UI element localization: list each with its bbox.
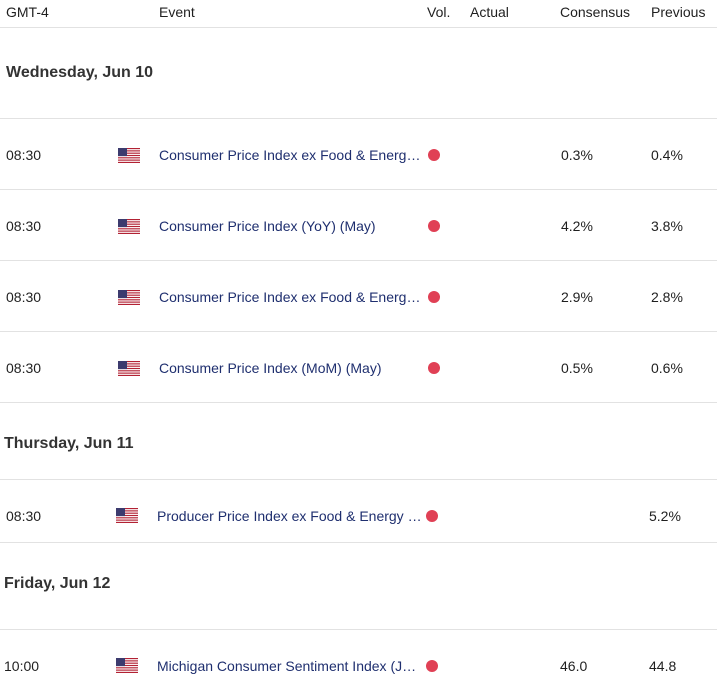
divider: [0, 402, 717, 403]
calendar-header: GMT-4 Event Vol. Actual Consensus Previo…: [0, 0, 717, 28]
previous-value: 0.6%: [651, 360, 683, 376]
consensus-value: 2.9%: [561, 289, 593, 305]
us-flag-icon: [118, 219, 140, 234]
consensus-value: 46.0: [560, 658, 588, 674]
header-consensus: Consensus: [560, 4, 631, 20]
event-name-link[interactable]: Consumer Price Index ex Food & Energy (Y…: [159, 147, 424, 163]
divider: [0, 479, 717, 480]
high-volatility-icon: [428, 291, 440, 303]
header-volatility: Vol.: [427, 4, 451, 20]
previous-value: 3.8%: [651, 218, 683, 234]
high-volatility-icon: [426, 510, 438, 522]
table-row[interactable]: 08:30 Consumer Price Index ex Food & Ene…: [0, 261, 717, 332]
us-flag-icon: [118, 290, 140, 305]
table-row[interactable]: 08:30 Producer Price Index ex Food & Ene…: [0, 480, 717, 551]
consensus-value: 4.2%: [561, 218, 593, 234]
event-time: 10:00: [4, 658, 40, 674]
event-time: 08:30: [6, 218, 42, 234]
header-timezone: GMT-4: [6, 4, 49, 20]
event-name-link[interactable]: Producer Price Index ex Food & Energy (Y…: [157, 508, 422, 524]
previous-value: 44.8: [649, 658, 677, 674]
us-flag-icon: [116, 658, 138, 673]
table-row[interactable]: 08:30 Consumer Price Index (MoM) (May) 0…: [0, 332, 717, 403]
us-flag-icon: [118, 148, 140, 163]
event-name-link[interactable]: Michigan Consumer Sentiment Index (Jun): [157, 658, 422, 674]
event-name-link[interactable]: Consumer Price Index (YoY) (May): [159, 218, 376, 234]
divider: [0, 629, 717, 630]
high-volatility-icon: [428, 149, 440, 161]
divider: [0, 189, 717, 190]
header-previous: Previous: [651, 4, 706, 20]
divider: [0, 331, 717, 332]
event-time: 08:30: [6, 147, 42, 163]
consensus-value: 0.5%: [561, 360, 593, 376]
previous-value: 2.8%: [651, 289, 683, 305]
divider: [0, 118, 717, 119]
event-time: 08:30: [6, 360, 42, 376]
high-volatility-icon: [428, 220, 440, 232]
high-volatility-icon: [426, 660, 438, 672]
previous-value: 5.2%: [649, 508, 681, 524]
previous-value: 0.4%: [651, 147, 683, 163]
us-flag-icon: [118, 361, 140, 376]
event-time: 08:30: [6, 289, 42, 305]
table-row[interactable]: 10:00 Michigan Consumer Sentiment Index …: [0, 630, 717, 680]
table-row[interactable]: 08:30 Consumer Price Index ex Food & Ene…: [0, 119, 717, 190]
event-name-link[interactable]: Consumer Price Index (MoM) (May): [159, 360, 382, 376]
header-actual: Actual: [470, 4, 509, 20]
divider: [0, 260, 717, 261]
table-row[interactable]: 08:30 Consumer Price Index (YoY) (May) 4…: [0, 190, 717, 261]
event-name-link[interactable]: Consumer Price Index ex Food & Energy (Y…: [159, 289, 424, 305]
event-time: 08:30: [6, 508, 42, 524]
divider: [0, 542, 717, 543]
header-event: Event: [159, 4, 195, 20]
high-volatility-icon: [428, 362, 440, 374]
us-flag-icon: [116, 508, 138, 523]
consensus-value: 0.3%: [561, 147, 593, 163]
